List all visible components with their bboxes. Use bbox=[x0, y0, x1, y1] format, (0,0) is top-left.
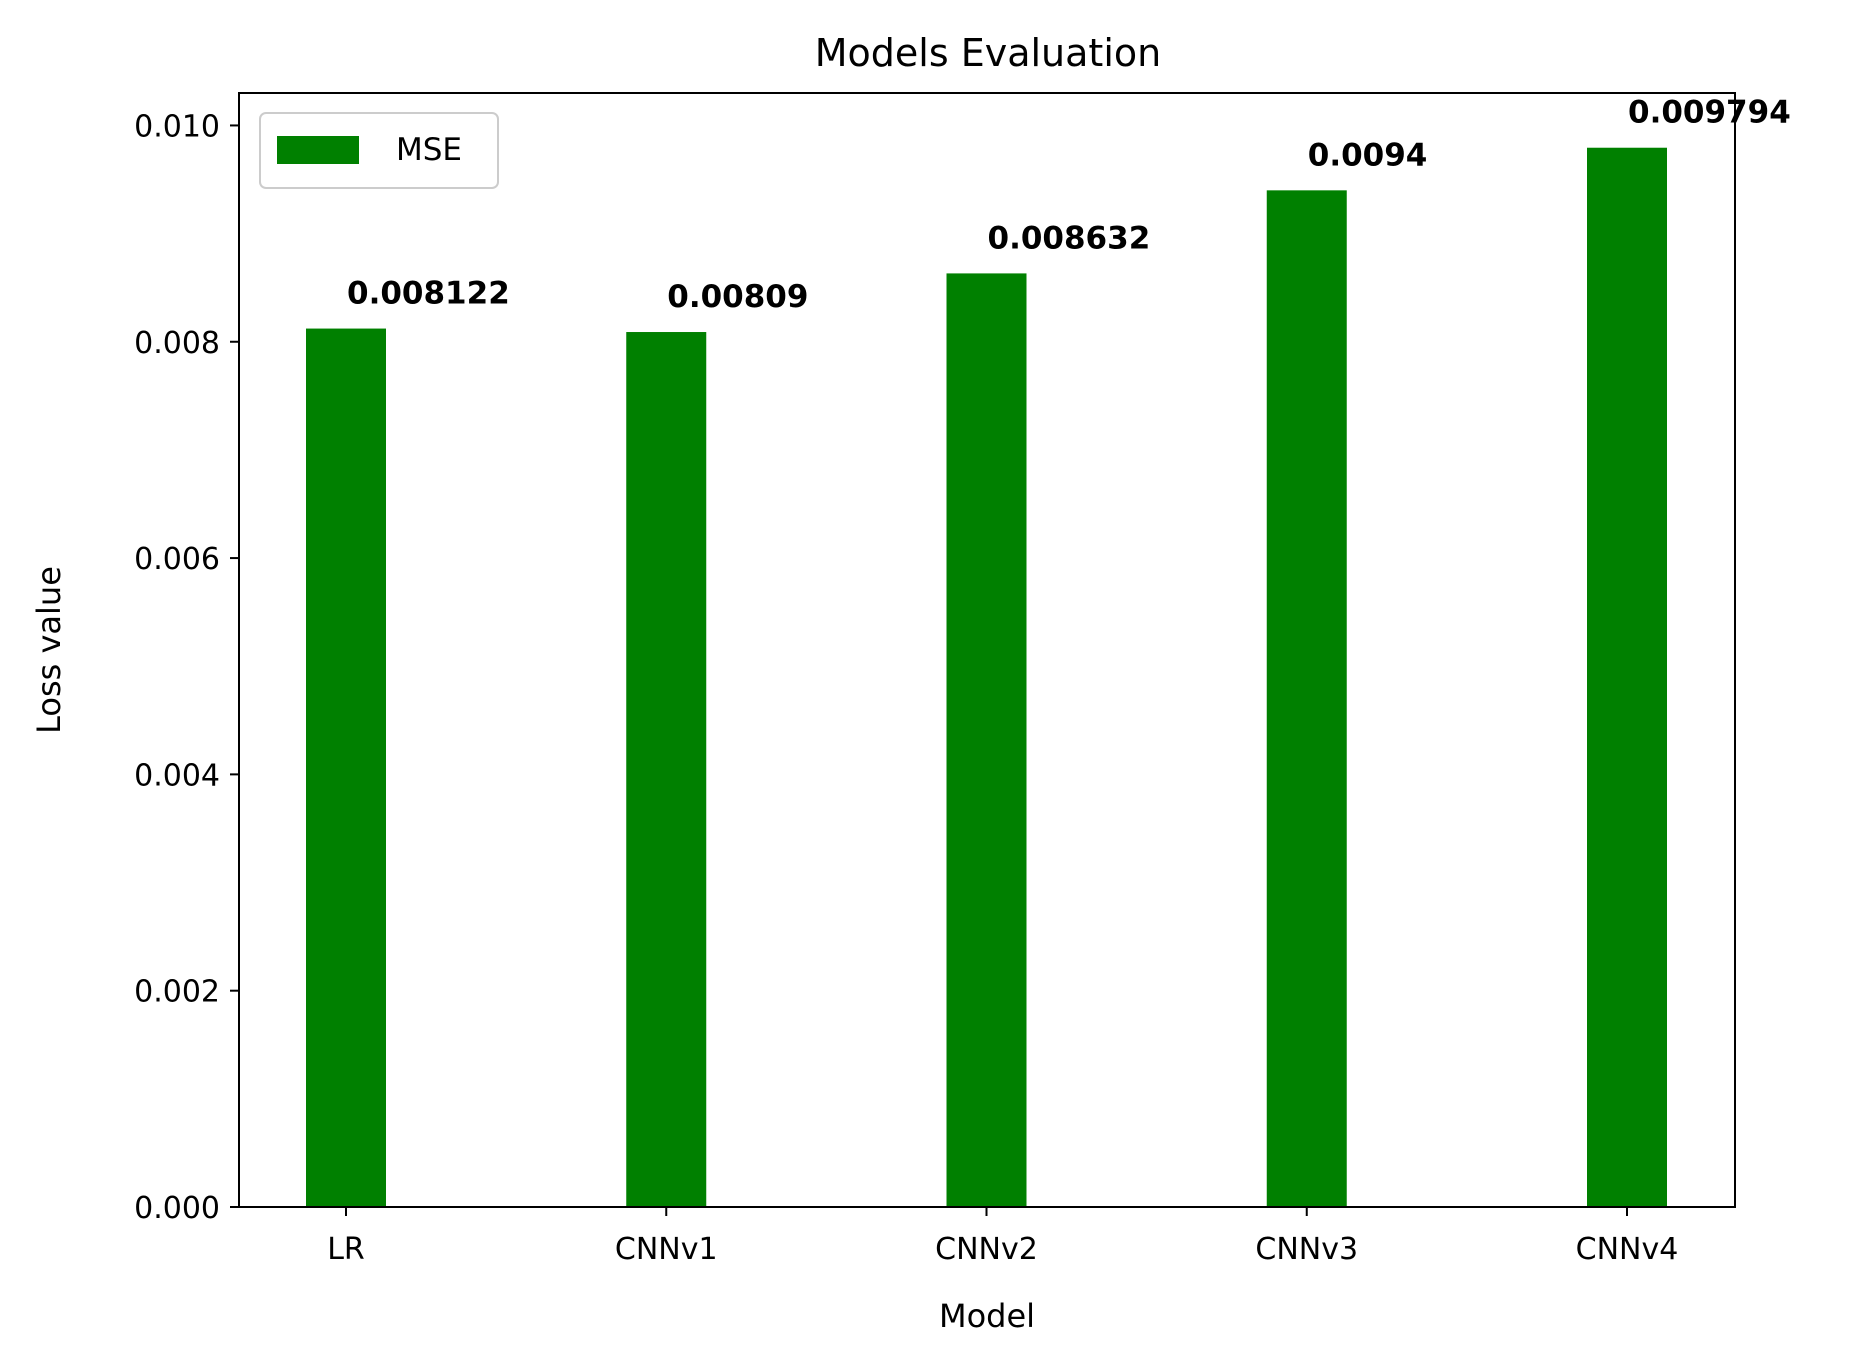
chart-title: Models Evaluation bbox=[815, 31, 1161, 75]
value-label-cnnv4: 0.009794 bbox=[1628, 95, 1791, 131]
y-axis-title: Loss value bbox=[30, 566, 68, 734]
y-tick-label-4: 0.008 bbox=[134, 326, 220, 361]
x-axis-title: Model bbox=[939, 1297, 1035, 1335]
x-tick-label-lr: LR bbox=[327, 1232, 365, 1267]
x-tick-label-cnnv1: CNNv1 bbox=[615, 1232, 718, 1267]
value-label-cnnv3: 0.0094 bbox=[1308, 137, 1428, 173]
y-tick-label-1: 0.002 bbox=[134, 975, 220, 1010]
y-tick-label-5: 0.010 bbox=[134, 109, 220, 144]
value-label-cnnv1: 0.00809 bbox=[667, 279, 808, 315]
y-tick-label-3: 0.006 bbox=[134, 542, 220, 577]
legend: MSE bbox=[260, 113, 498, 188]
y-tick-label-0: 0.000 bbox=[134, 1191, 220, 1226]
value-label-cnnv2: 0.008632 bbox=[988, 220, 1151, 256]
bar-cnnv2 bbox=[947, 273, 1027, 1207]
bar-cnnv4 bbox=[1587, 148, 1667, 1207]
legend-swatch-mse bbox=[277, 136, 359, 164]
x-tick-label-cnnv4: CNNv4 bbox=[1576, 1232, 1679, 1267]
value-label-lr: 0.008122 bbox=[347, 276, 510, 312]
bar-cnnv3 bbox=[1267, 190, 1347, 1207]
y-tick-label-2: 0.004 bbox=[134, 758, 220, 793]
legend-label-mse: MSE bbox=[396, 132, 462, 168]
x-tick-label-cnnv3: CNNv3 bbox=[1255, 1232, 1358, 1267]
bar-lr bbox=[306, 329, 386, 1207]
bar-cnnv1 bbox=[626, 332, 706, 1207]
x-tick-label-cnnv2: CNNv2 bbox=[935, 1232, 1038, 1267]
